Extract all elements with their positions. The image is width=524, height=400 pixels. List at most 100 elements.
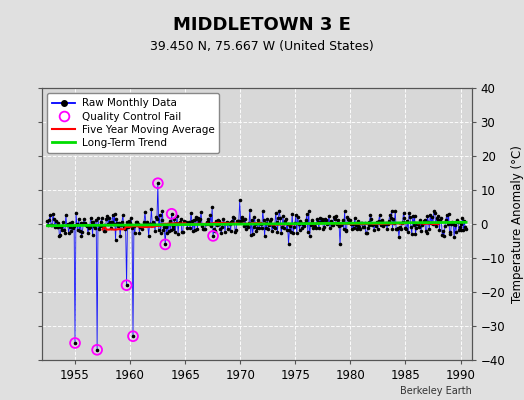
Point <box>176 219 184 226</box>
Point <box>223 218 231 225</box>
Point <box>454 226 463 233</box>
Point <box>460 218 468 224</box>
Point <box>447 221 455 228</box>
Point <box>199 226 207 232</box>
Point <box>353 226 361 232</box>
Point <box>420 218 428 224</box>
Point <box>288 211 297 217</box>
Point <box>302 217 310 223</box>
Point <box>229 214 237 220</box>
Point <box>364 225 372 232</box>
Point <box>355 224 364 231</box>
Point <box>204 216 213 222</box>
Point <box>293 214 302 220</box>
Point <box>185 219 193 226</box>
Point <box>212 218 220 224</box>
Point <box>417 227 425 234</box>
Point <box>427 220 435 226</box>
Point <box>376 222 385 228</box>
Point <box>249 224 258 230</box>
Point <box>258 208 267 214</box>
Point <box>362 230 370 236</box>
Point <box>248 231 257 237</box>
Point <box>332 213 341 219</box>
Point <box>353 223 362 229</box>
Point <box>219 216 227 222</box>
Point <box>390 220 399 226</box>
Point <box>123 219 132 225</box>
Point <box>71 340 79 346</box>
Point <box>259 217 268 223</box>
Point <box>165 227 173 234</box>
Point <box>330 214 338 220</box>
Point <box>99 224 107 230</box>
Point <box>409 222 418 228</box>
Point <box>94 215 102 222</box>
Point <box>70 222 78 229</box>
Point <box>269 224 278 230</box>
Point <box>93 346 101 353</box>
Point <box>451 221 459 228</box>
Point <box>141 209 149 216</box>
Point <box>132 219 140 225</box>
Point <box>433 217 442 223</box>
Point <box>187 209 195 216</box>
Point <box>459 227 467 233</box>
Point <box>206 212 214 218</box>
Point <box>375 218 383 224</box>
Point <box>393 226 401 232</box>
Point <box>123 282 131 288</box>
Point <box>258 225 266 231</box>
Text: 39.450 N, 75.667 W (United States): 39.450 N, 75.667 W (United States) <box>150 40 374 53</box>
Point <box>296 227 304 233</box>
Point <box>301 220 309 226</box>
Point <box>334 217 342 223</box>
Point <box>380 220 388 226</box>
Point <box>359 224 367 230</box>
Point <box>344 216 353 222</box>
Point <box>147 206 156 212</box>
Point <box>243 222 252 229</box>
Point <box>203 219 212 226</box>
Point <box>252 227 260 234</box>
Point <box>430 208 438 214</box>
Point <box>321 216 330 223</box>
Point <box>247 217 256 223</box>
Point <box>78 229 86 235</box>
Point <box>134 221 142 227</box>
Point <box>312 224 320 231</box>
Point <box>370 227 378 233</box>
Point <box>285 227 293 234</box>
Point <box>277 230 286 236</box>
Point <box>395 234 403 240</box>
Point <box>134 222 143 229</box>
Point <box>257 220 265 227</box>
Point <box>174 231 182 237</box>
Point <box>184 219 192 226</box>
Point <box>403 218 411 224</box>
Point <box>80 216 89 223</box>
Point <box>349 220 357 227</box>
Point <box>96 223 104 229</box>
Point <box>309 225 318 231</box>
Point <box>230 214 238 221</box>
Point <box>234 218 242 224</box>
Point <box>105 215 113 221</box>
Point <box>88 219 96 225</box>
Point <box>167 226 175 233</box>
Point <box>420 216 429 223</box>
Point <box>149 219 157 225</box>
Point <box>316 219 325 225</box>
Point <box>461 224 470 230</box>
Point <box>145 221 154 227</box>
Point <box>413 221 421 227</box>
Point <box>156 212 164 219</box>
Point <box>121 226 129 232</box>
Point <box>117 222 125 228</box>
Point <box>168 210 176 217</box>
Point <box>73 227 82 234</box>
Point <box>64 230 73 236</box>
Point <box>154 180 162 186</box>
Point <box>418 222 426 228</box>
Point <box>224 226 232 233</box>
